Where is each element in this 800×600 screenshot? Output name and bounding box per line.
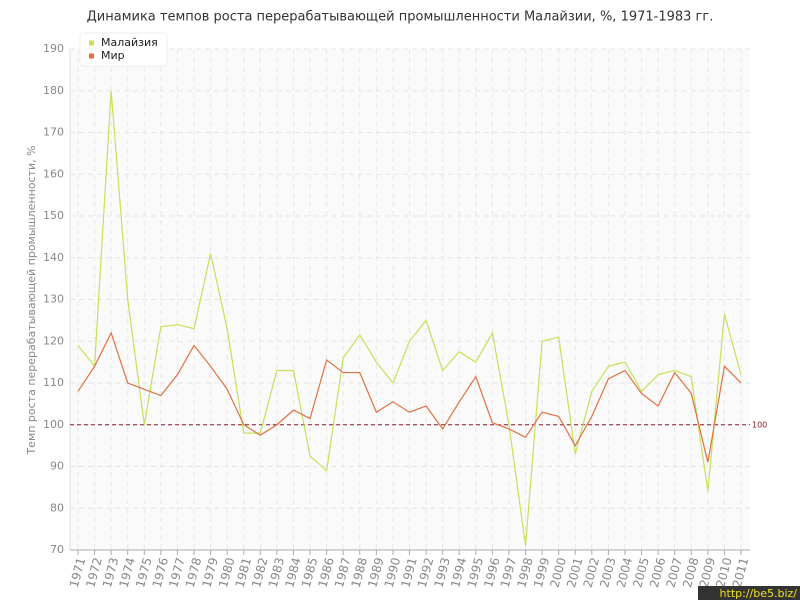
watermark: http://be5.biz/ xyxy=(720,587,798,600)
legend-swatch xyxy=(89,53,94,59)
legend-box xyxy=(79,32,168,67)
y-tick-label: 110 xyxy=(43,376,64,389)
watermark-bg xyxy=(698,586,800,600)
y-axis-label: Темп роста перерабатывающей промышленнос… xyxy=(25,145,38,455)
y-tick-label: 80 xyxy=(50,501,64,514)
y-tick-label: 180 xyxy=(43,84,64,97)
y-tick-label: 190 xyxy=(43,42,64,55)
y-tick-label: 160 xyxy=(43,167,64,180)
legend-label: Малайзия xyxy=(101,36,158,49)
data-line xyxy=(77,331,742,463)
data-line xyxy=(77,90,742,546)
y-tick-label: 70 xyxy=(50,543,64,556)
legend-label: Мир xyxy=(101,49,125,62)
legend-swatch xyxy=(89,40,94,46)
chart-title: Динамика темпов роста перерабатывающей п… xyxy=(87,10,714,25)
y-tick-label: 100 xyxy=(43,418,64,431)
y-tick-label: 130 xyxy=(43,293,64,306)
y-tick-label: 90 xyxy=(50,460,64,473)
y-tick-label: 120 xyxy=(43,334,64,347)
y-tick-label: 150 xyxy=(43,209,64,222)
y-tick-label: 170 xyxy=(43,126,64,139)
reference-label: 100 xyxy=(752,420,767,429)
y-tick-label: 140 xyxy=(43,251,64,264)
